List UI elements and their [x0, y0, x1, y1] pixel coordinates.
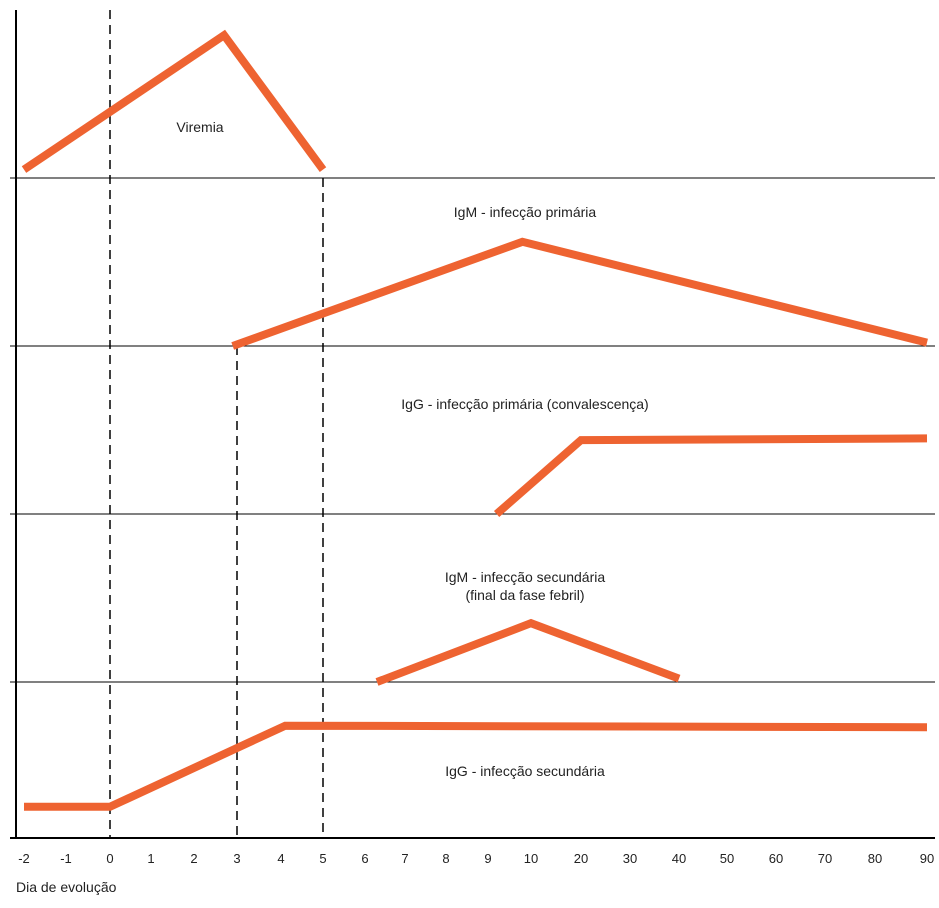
x-tick-label: 1	[147, 851, 154, 866]
axes	[10, 10, 935, 839]
series-labels: Viremia IgM - infecção primária IgG - infe…	[176, 119, 648, 779]
series-label-line: IgM - infecção primária	[454, 204, 597, 220]
reference-lines	[109, 10, 324, 838]
x-tick-label: 30	[623, 851, 637, 866]
x-tick-label: 3	[233, 851, 240, 866]
series-line-4	[375, 618, 681, 686]
series-label-2: IgM - infecção primária	[454, 204, 597, 220]
x-tick-label: 4	[277, 851, 284, 866]
x-tick-label: 6	[361, 851, 368, 866]
series-label-3: IgG - infecção primária (convalescença)	[401, 396, 648, 412]
series-line-5	[24, 721, 928, 811]
x-tick-label: 60	[769, 851, 783, 866]
x-tick-label: 2	[190, 851, 197, 866]
x-tick-label: 8	[442, 851, 449, 866]
x-tick-label: 7	[401, 851, 408, 866]
series-label-line: IgM - infecção secundária	[445, 569, 606, 585]
series-label-4: IgM - infecção secundária (final da fase …	[445, 569, 606, 603]
series-label-5: IgG - infecção secundária	[445, 763, 605, 779]
x-tick-label: -1	[60, 851, 72, 866]
series-line-2	[231, 237, 928, 350]
series-lines	[21, 29, 928, 811]
series-line-1	[21, 29, 327, 173]
x-tick-label: -2	[18, 851, 30, 866]
x-axis-label: Dia de evolução	[16, 879, 117, 895]
series-line-3	[493, 434, 928, 518]
x-tick-label: 0	[106, 851, 113, 866]
series-label-line: IgG - infecção primária (convalescença)	[401, 396, 648, 412]
series-label-line: (final da fase febril)	[465, 587, 584, 603]
x-tick-label: 50	[720, 851, 734, 866]
x-tick-label: 90	[920, 851, 934, 866]
x-ticks: -2 -1 0 1 2 3 4 5 6 7 8 9 10 20 30 40 50 60 70 80 90	[18, 851, 934, 866]
series-label-line: IgG - infecção secundária	[445, 763, 605, 779]
x-tick-label: 5	[319, 851, 326, 866]
x-tick-label: 10	[524, 851, 538, 866]
series-label-line: Viremia	[176, 119, 223, 135]
x-tick-label: 40	[672, 851, 686, 866]
x-tick-label: 70	[818, 851, 832, 866]
x-tick-label: 9	[484, 851, 491, 866]
x-tick-label: 20	[574, 851, 588, 866]
series-label-1: Viremia	[176, 119, 223, 135]
x-tick-label: 80	[868, 851, 882, 866]
